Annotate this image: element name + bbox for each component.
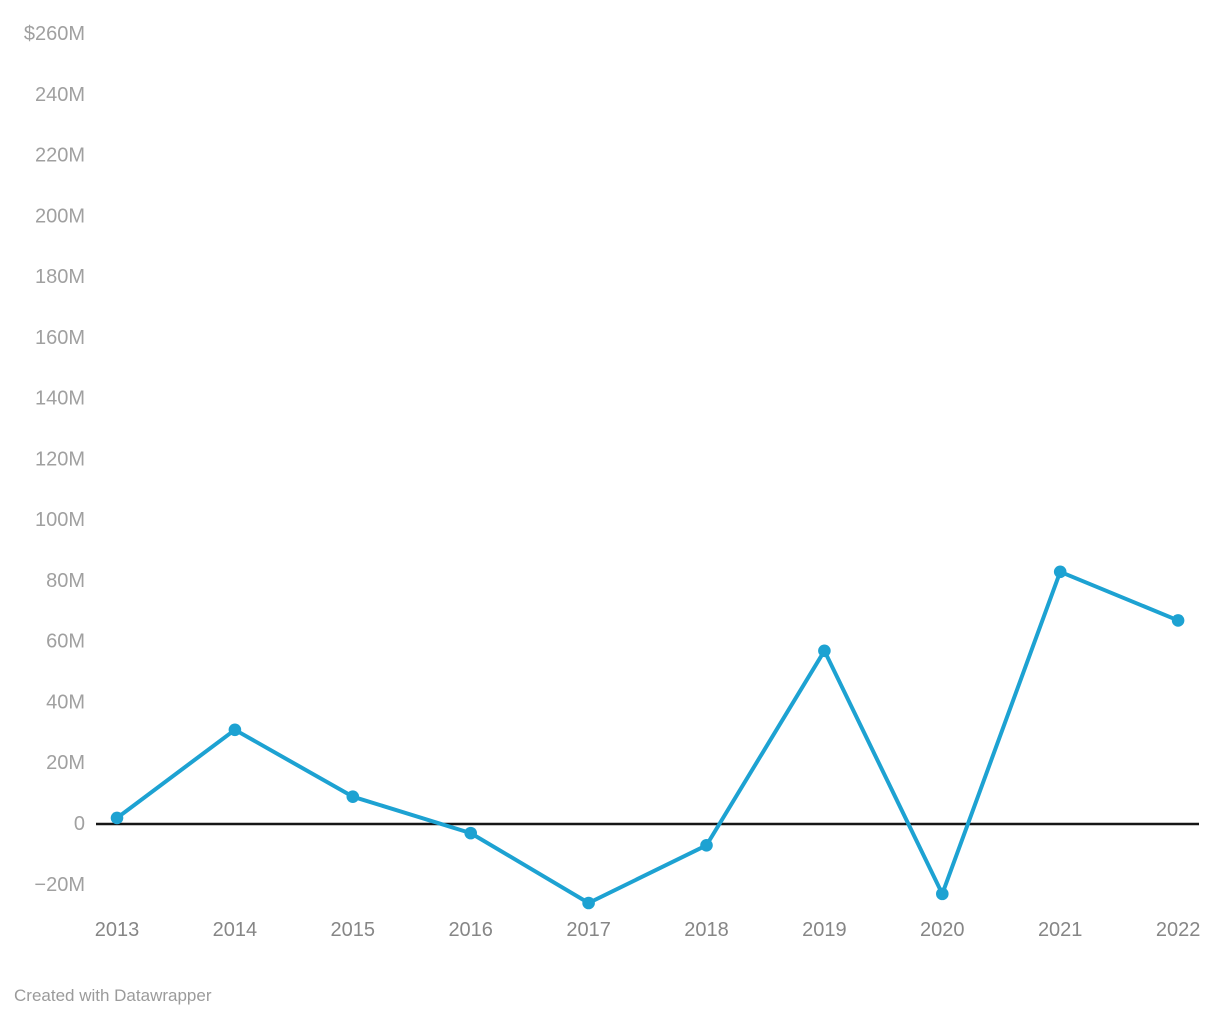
x-tick-label: 2017: [566, 919, 611, 941]
data-line: [115, 569, 1181, 906]
y-tick-label: 0: [74, 813, 85, 835]
x-tick-label: 2016: [448, 919, 493, 941]
data-point: [228, 723, 242, 737]
y-tick-label: −20M: [34, 874, 85, 896]
y-tick-label: $260M: [24, 23, 85, 45]
y-tick-label: 200M: [35, 205, 85, 227]
data-point: [346, 790, 360, 803]
y-tick-label: 120M: [35, 448, 85, 470]
y-tick-label: 180M: [35, 266, 85, 288]
y-tick-label: 160M: [35, 327, 85, 349]
data-point: [1171, 614, 1185, 627]
y-tick-label: 140M: [35, 388, 85, 410]
y-tick-label: 40M: [46, 691, 85, 713]
y-tick-label: 80M: [46, 570, 85, 592]
data-point: [1053, 565, 1067, 579]
x-tick-label: 2014: [213, 919, 258, 941]
y-tick-label: 100M: [35, 509, 85, 531]
y-tick-label: 220M: [35, 145, 85, 167]
x-tick-label: 2013: [95, 919, 140, 941]
data-point: [110, 811, 124, 825]
x-tick-label: 2018: [684, 919, 729, 941]
data-point: [582, 896, 595, 910]
y-tick-label: 240M: [35, 84, 85, 106]
data-point: [700, 838, 713, 852]
x-tick-label: 2022: [1156, 919, 1201, 941]
data-point: [464, 826, 478, 840]
y-tick-label: 20M: [46, 752, 85, 774]
datawrapper-credit: Created with Datawrapper: [14, 986, 212, 1005]
x-tick-label: 2021: [1038, 919, 1083, 941]
y-tick-label: 60M: [46, 631, 85, 653]
data-point: [936, 887, 949, 901]
x-tick-label: 2015: [331, 919, 376, 941]
x-tick-label: 2019: [802, 919, 847, 941]
data-point: [818, 644, 831, 658]
x-tick-label: 2020: [920, 919, 965, 941]
